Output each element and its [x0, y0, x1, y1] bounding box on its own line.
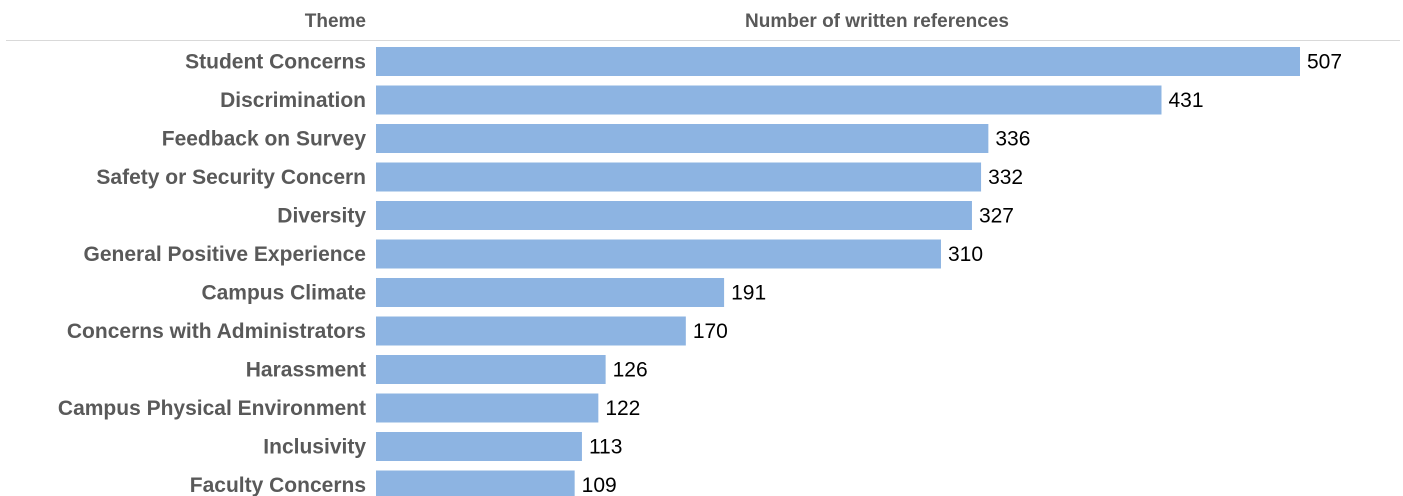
- bar-feedback-on-survey: [376, 124, 989, 153]
- bar-general-positive-experience: [376, 239, 941, 269]
- bar-faculty-concerns: [376, 470, 575, 496]
- bar-diversity: [376, 201, 972, 230]
- bar-safety-or-security-concern: [376, 162, 982, 192]
- references-column-header: Number of written references: [745, 11, 1009, 32]
- value-label-campus-climate: 191: [731, 282, 766, 305]
- category-label-concerns-with-administrators: Concerns with Administrators: [67, 320, 366, 343]
- bar-campus-climate: [376, 278, 725, 307]
- category-label-harassment: Harassment: [246, 359, 366, 382]
- category-label-general-positive-experience: General Positive Experience: [84, 243, 366, 266]
- category-label-safety-or-security-concern: Safety or Security Concern: [96, 166, 366, 189]
- bar-student-concerns: [376, 47, 1300, 76]
- value-label-campus-physical-environment: 122: [605, 397, 640, 420]
- value-label-concerns-with-administrators: 170: [693, 320, 728, 343]
- value-label-general-positive-experience: 310: [948, 243, 983, 266]
- category-label-feedback-on-survey: Feedback on Survey: [162, 128, 367, 151]
- category-label-campus-physical-environment: Campus Physical Environment: [58, 397, 366, 420]
- header-divider: [6, 40, 1400, 41]
- value-label-diversity: 327: [979, 205, 1014, 228]
- category-label-inclusivity: Inclusivity: [263, 436, 366, 459]
- value-label-harassment: 126: [613, 359, 648, 382]
- bar-harassment: [376, 355, 606, 384]
- value-label-faculty-concerns: 109: [582, 474, 617, 496]
- bar-discrimination: [376, 85, 1162, 115]
- category-label-diversity: Diversity: [277, 205, 366, 228]
- category-label-student-concerns: Student Concerns: [185, 51, 366, 74]
- value-label-student-concerns: 507: [1307, 51, 1342, 74]
- bar-inclusivity: [376, 432, 582, 461]
- bar-campus-physical-environment: [376, 393, 599, 423]
- bar-concerns-with-administrators: [376, 316, 686, 346]
- value-label-safety-or-security-concern: 332: [988, 166, 1023, 189]
- value-label-inclusivity: 113: [589, 436, 622, 459]
- chart-header: Theme Number of written references: [0, 0, 1403, 42]
- category-label-campus-climate: Campus Climate: [201, 282, 366, 305]
- value-label-feedback-on-survey: 336: [995, 128, 1030, 151]
- theme-column-header: Theme: [304, 11, 366, 32]
- category-label-faculty-concerns: Faculty Concerns: [190, 474, 366, 496]
- category-label-discrimination: Discrimination: [220, 89, 366, 112]
- value-label-discrimination: 431: [1168, 89, 1203, 112]
